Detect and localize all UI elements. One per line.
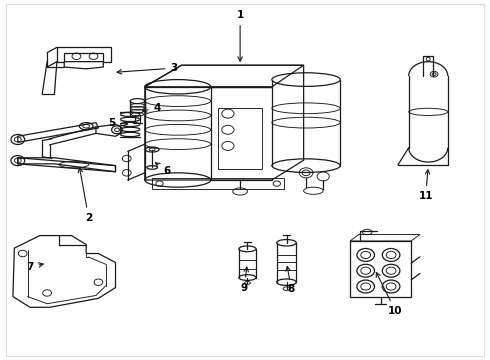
Text: 3: 3 xyxy=(117,63,178,74)
Bar xyxy=(350,241,411,297)
Text: 7: 7 xyxy=(26,262,43,272)
Bar xyxy=(152,178,284,189)
Text: 5: 5 xyxy=(108,118,127,128)
Text: 11: 11 xyxy=(418,170,433,201)
Text: 10: 10 xyxy=(376,273,403,316)
Text: 2: 2 xyxy=(78,168,92,222)
Text: 4: 4 xyxy=(143,103,161,113)
Text: 9: 9 xyxy=(241,267,248,293)
Text: 8: 8 xyxy=(286,266,295,294)
Text: 1: 1 xyxy=(237,10,244,61)
Text: 6: 6 xyxy=(155,163,171,176)
Bar xyxy=(218,108,262,169)
